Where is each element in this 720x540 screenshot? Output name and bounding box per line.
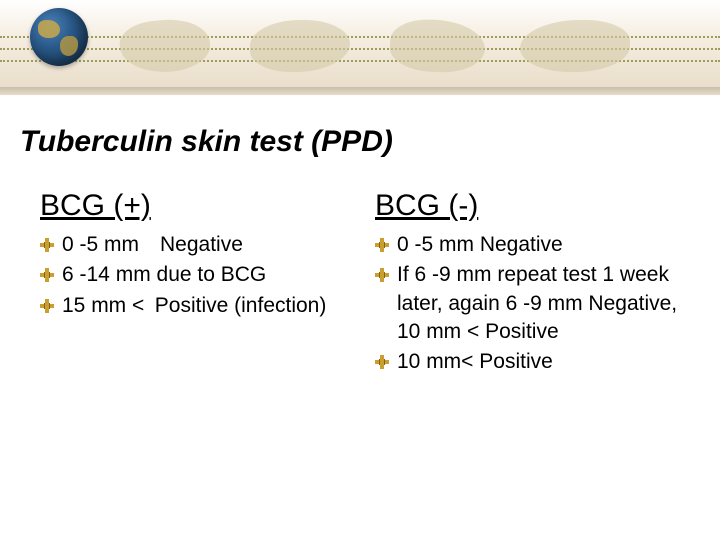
right-heading: BCG (-): [375, 189, 700, 223]
list-item-text: 6 -14 mm due to BCG: [62, 261, 266, 289]
map-silhouette: [118, 16, 212, 76]
plus-bullet-icon: [40, 299, 54, 313]
map-silhouette: [520, 20, 630, 72]
list-item: 10 mm< Positive: [375, 348, 700, 376]
plus-bullet-icon: [40, 238, 54, 252]
list-item: 6 -14 mm due to BCG: [40, 261, 365, 289]
left-heading: BCG (+): [40, 189, 365, 223]
list-item-text: If 6 -9 mm repeat test 1 week later, aga…: [397, 261, 700, 346]
list-item: 0 -5 mm Negative: [40, 231, 365, 259]
list-item: If 6 -9 mm repeat test 1 week later, aga…: [375, 261, 700, 346]
list-item-text: 10 mm< Positive: [397, 348, 553, 376]
right-list: 0 -5 mm Negative If 6 -9 mm repeat test …: [375, 231, 700, 377]
map-silhouette: [250, 20, 350, 72]
header-shadow: [0, 87, 720, 95]
plus-bullet-icon: [375, 355, 389, 369]
left-column: BCG (+) 0 -5 mm Negative 6 -14 mm due to…: [40, 189, 365, 379]
globe-icon: [30, 8, 88, 66]
right-column: BCG (-) 0 -5 mm Negative If 6 -9 mm repe…: [375, 189, 700, 379]
left-list: 0 -5 mm Negative 6 -14 mm due to BCG 15 …: [40, 231, 365, 320]
plus-bullet-icon: [375, 268, 389, 282]
slide-title: Tuberculin skin test (PPD): [20, 125, 700, 159]
columns-container: BCG (+) 0 -5 mm Negative 6 -14 mm due to…: [20, 189, 700, 379]
header-band: [0, 0, 720, 95]
list-item: 15 mm < Positive (infection): [40, 292, 365, 320]
map-silhouette: [389, 18, 487, 75]
list-item-text: 0 -5 mm Negative: [397, 231, 563, 259]
plus-bullet-icon: [375, 238, 389, 252]
list-item: 0 -5 mm Negative: [375, 231, 700, 259]
plus-bullet-icon: [40, 268, 54, 282]
list-item-text: 0 -5 mm Negative: [62, 231, 243, 259]
list-item-text: 15 mm < Positive (infection): [62, 292, 326, 320]
content-area: Tuberculin skin test (PPD) BCG (+) 0 -5 …: [0, 95, 720, 379]
